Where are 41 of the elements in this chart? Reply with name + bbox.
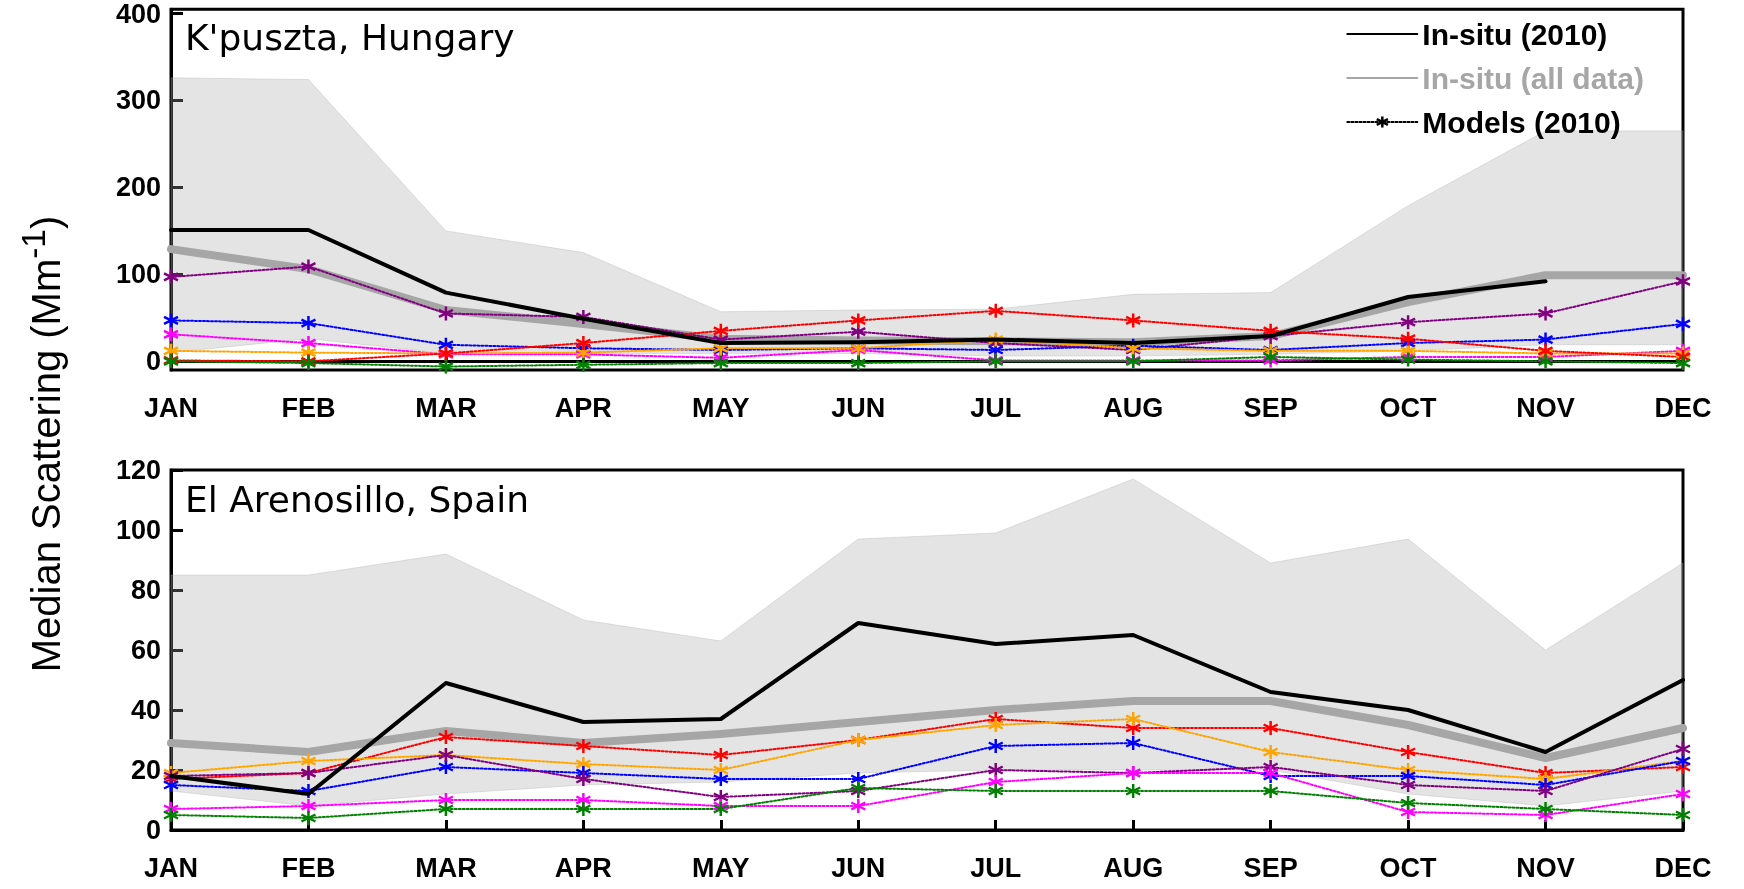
x-tick-label: APR [554,392,612,423]
y-tick-label: 400 [115,0,161,29]
x-tick-label: JAN [143,392,199,423]
y-tick-label: 200 [115,172,161,203]
x-tick-label: JUN [831,392,886,423]
legend-label: In-situ (2010) [1422,17,1608,51]
x-tick-label: SEP [1243,852,1298,883]
x-tick-label: JUN [831,852,886,883]
x-tick-label: MAY [692,392,750,423]
y-tick-label: 40 [130,695,161,725]
y-tick-label: 0 [145,815,161,845]
x-tick-label: DEC [1654,852,1712,883]
x-tick-label: MAR [415,392,477,423]
legend-label: In-situ (all data) [1422,61,1645,95]
x-tick-label: NOV [1516,392,1575,423]
x-tick-label: AUG [1103,392,1164,423]
y-tick-label: 120 [115,455,161,485]
x-tick-label: MAY [692,852,750,883]
y-tick-label: 300 [115,85,161,116]
y-tick-label: 80 [130,575,161,605]
x-tick-label: JUL [970,392,1022,423]
y-tick-label: 100 [115,515,161,545]
chart-title: El Arenosillo, Spain [185,478,530,520]
y-tick-label: 20 [130,755,161,785]
x-tick-label: JAN [143,852,199,883]
x-tick-label: NOV [1516,852,1575,883]
x-tick-label: FEB [281,392,336,423]
x-tick-label: JUL [970,852,1022,883]
y-tick-label: 60 [130,635,161,665]
x-tick-label: OCT [1379,392,1438,423]
x-tick-label: OCT [1379,852,1438,883]
chart-title: K'puszta, Hungary [185,16,515,58]
y-tick-label: 100 [115,259,161,290]
x-tick-label: DEC [1654,392,1712,423]
x-tick-label: SEP [1243,392,1298,423]
x-tick-label: MAR [415,852,477,883]
legend-label: Models (2010) [1422,105,1621,139]
y-tick-label: 0 [145,346,161,377]
x-tick-label: APR [554,852,612,883]
x-tick-label: FEB [281,852,336,883]
x-tick-label: AUG [1103,852,1164,883]
